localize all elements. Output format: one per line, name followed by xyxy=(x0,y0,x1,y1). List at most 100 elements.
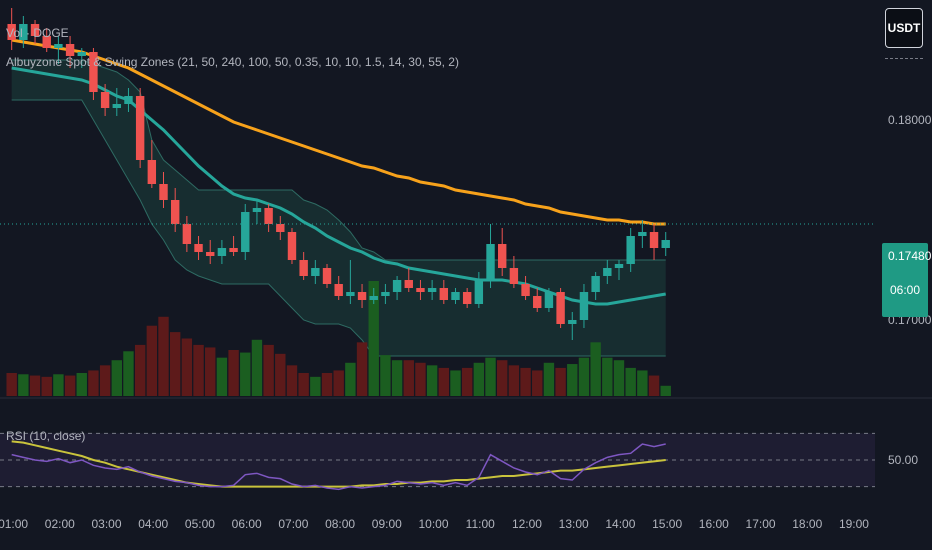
volume-bar xyxy=(356,342,368,396)
candle xyxy=(357,284,367,308)
x-tick-label: 02:00 xyxy=(45,517,75,531)
candle-body xyxy=(603,268,612,276)
last-price-tag: 0.17480 06:00 xyxy=(882,243,932,317)
volume-bar xyxy=(333,370,344,396)
x-tick-label: 06:00 xyxy=(232,517,262,531)
candle xyxy=(19,16,28,48)
candle xyxy=(241,204,250,260)
candle xyxy=(439,280,449,304)
candle xyxy=(229,236,238,256)
candle xyxy=(159,172,168,208)
y-tick-label: 0.18000 xyxy=(888,113,932,127)
candle xyxy=(7,8,16,50)
candle-body xyxy=(7,24,16,40)
volume-bar xyxy=(543,362,555,396)
indicator-legend[interactable]: Albuyzone Spot & Swing Zones (21, 50, 24… xyxy=(6,55,459,69)
volume-bar xyxy=(403,360,414,396)
candle-body xyxy=(229,248,238,252)
candle xyxy=(369,288,378,304)
volume-bar xyxy=(426,365,438,396)
candle-body xyxy=(322,268,332,284)
volume-bar xyxy=(41,376,52,396)
candle xyxy=(135,88,145,168)
candle-body xyxy=(206,252,215,256)
volume-bar xyxy=(496,360,508,396)
last-price-value: 0.17480 xyxy=(888,249,932,263)
volume-bar xyxy=(64,375,76,396)
candle-body xyxy=(147,160,157,184)
volume-bar xyxy=(520,367,531,396)
x-tick-label: 01:00 xyxy=(0,517,28,531)
candle-body xyxy=(19,24,28,40)
bar-countdown: 06:00 xyxy=(890,283,921,297)
x-tick-label: 11:00 xyxy=(466,517,495,531)
candle-body xyxy=(311,268,320,276)
volume-bar xyxy=(578,357,590,396)
currency-button[interactable]: USDT xyxy=(885,8,923,48)
candle xyxy=(486,224,495,288)
candle xyxy=(264,204,273,232)
candle xyxy=(392,276,402,300)
candle-body xyxy=(124,96,133,104)
x-tick-label: 04:00 xyxy=(138,517,168,531)
volume-bar xyxy=(438,367,450,396)
candle-body xyxy=(182,224,192,244)
candle-body xyxy=(451,292,460,300)
x-axis-ticks: 01:00 02:00 03:00 04:00 05:00 06:00 07:00 08:00… xyxy=(0,517,869,531)
volume-bar xyxy=(648,375,660,396)
candle-body xyxy=(427,288,437,292)
candle xyxy=(638,220,647,248)
x-tick-label: 07:00 xyxy=(278,517,308,531)
volume-bar xyxy=(637,370,648,396)
volume-bar xyxy=(298,373,309,396)
rsi-panel: 50.00 xyxy=(0,432,918,491)
candle xyxy=(497,228,507,276)
volume-bar xyxy=(368,281,379,396)
candle-body xyxy=(369,296,378,300)
swing-zone-lower xyxy=(11,99,666,357)
candle-body xyxy=(252,208,262,212)
candle-body xyxy=(194,244,203,252)
candle xyxy=(124,88,133,112)
x-tick-label: 10:00 xyxy=(419,517,449,531)
x-tick-label: 03:00 xyxy=(91,517,121,531)
candle-body xyxy=(568,320,577,324)
ema-slow-line xyxy=(11,38,666,226)
rsi-ma-line xyxy=(11,440,666,488)
candle xyxy=(276,216,285,240)
candle xyxy=(170,188,180,232)
candle xyxy=(521,276,530,300)
volume-bar xyxy=(111,360,122,396)
candle xyxy=(89,48,98,100)
swing-zone-fill xyxy=(11,60,666,356)
candle xyxy=(591,272,600,300)
candle-body xyxy=(404,280,413,288)
candle xyxy=(451,288,460,304)
volume-bar xyxy=(205,347,216,396)
volume-bar xyxy=(146,325,158,396)
volume-bar xyxy=(53,374,64,396)
candle xyxy=(346,260,355,304)
candle xyxy=(182,216,192,252)
candle-body xyxy=(591,276,600,292)
candle-body xyxy=(287,232,297,260)
volume-bar xyxy=(310,376,321,396)
x-tick-label: 05:00 xyxy=(185,517,215,531)
candle xyxy=(54,36,63,64)
candle xyxy=(30,20,40,44)
candle xyxy=(404,268,413,292)
rsi-legend[interactable]: RSI (10, close) xyxy=(6,429,86,443)
candle-body xyxy=(42,36,51,48)
chart-title: Vol · DOGE xyxy=(6,26,69,40)
candle xyxy=(556,288,565,328)
candle-body xyxy=(89,52,98,92)
volume-bar xyxy=(158,316,169,396)
candle-body xyxy=(381,292,390,296)
volume-bar xyxy=(286,365,298,396)
volume-bars xyxy=(6,281,671,396)
candle-body xyxy=(462,292,472,304)
candle-body xyxy=(626,236,635,264)
candle xyxy=(603,260,612,284)
candle-body xyxy=(135,96,145,160)
candle xyxy=(462,288,472,308)
